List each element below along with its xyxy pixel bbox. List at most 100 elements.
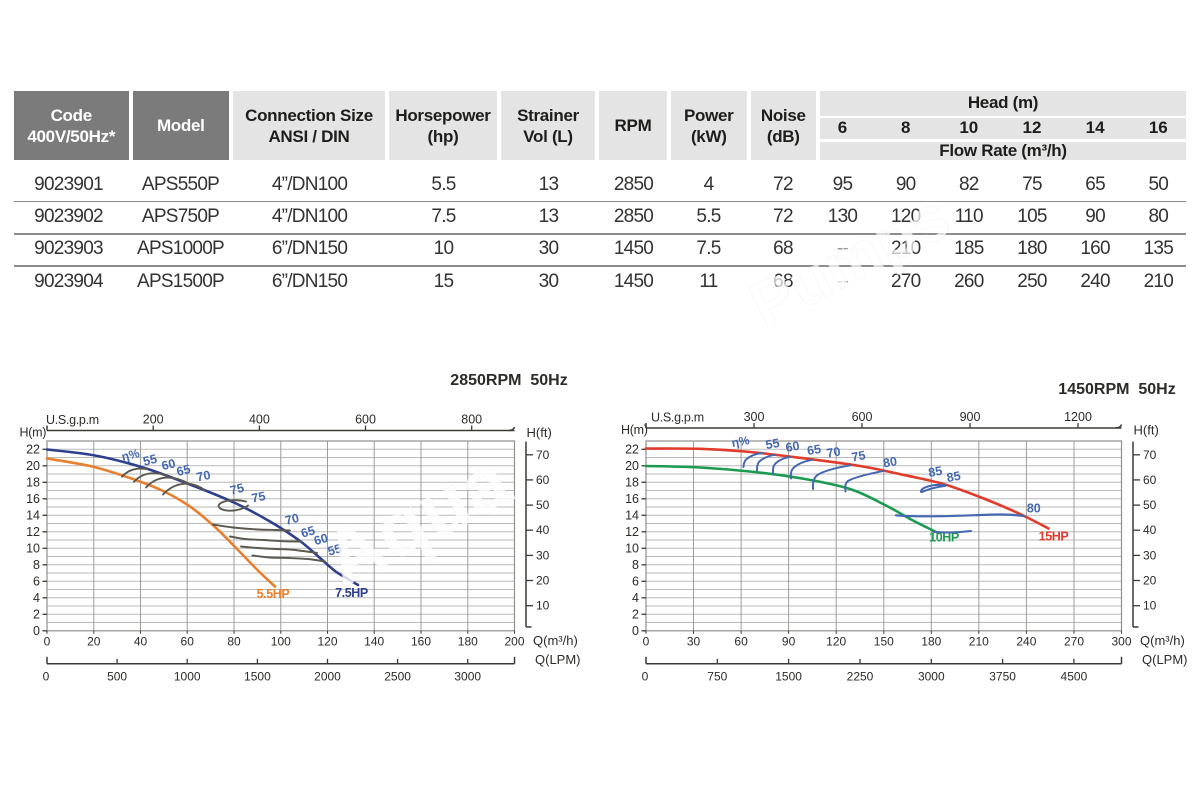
svg-text:U.S.g.p.m: U.S.g.p.m bbox=[651, 411, 704, 425]
svg-text:6: 6 bbox=[632, 574, 639, 588]
svg-text:150: 150 bbox=[874, 634, 894, 648]
svg-text:22: 22 bbox=[625, 442, 639, 456]
svg-text:1500: 1500 bbox=[775, 669, 802, 683]
svg-text:70: 70 bbox=[825, 444, 841, 460]
svg-text:85: 85 bbox=[927, 464, 943, 480]
svg-text:300: 300 bbox=[744, 410, 765, 424]
svg-text:0: 0 bbox=[43, 669, 50, 683]
svg-text:750: 750 bbox=[707, 669, 727, 683]
svg-text:140: 140 bbox=[364, 634, 384, 648]
svg-text:H(ft): H(ft) bbox=[1134, 423, 1159, 438]
svg-text:500: 500 bbox=[107, 669, 127, 683]
svg-text:16: 16 bbox=[625, 492, 639, 506]
svg-text:2000: 2000 bbox=[314, 669, 341, 683]
svg-text:400: 400 bbox=[249, 413, 270, 427]
svg-text:0: 0 bbox=[44, 634, 51, 648]
svg-text:20: 20 bbox=[87, 634, 101, 648]
svg-text:40: 40 bbox=[536, 523, 550, 537]
svg-text:600: 600 bbox=[355, 413, 376, 427]
svg-text:70: 70 bbox=[1143, 448, 1157, 462]
svg-text:800: 800 bbox=[461, 413, 482, 427]
svg-text:50: 50 bbox=[536, 498, 550, 512]
svg-text:0: 0 bbox=[33, 624, 40, 638]
svg-text:200: 200 bbox=[143, 413, 164, 427]
svg-text:10HP: 10HP bbox=[929, 531, 959, 545]
svg-text:65: 65 bbox=[299, 523, 316, 540]
svg-text:20: 20 bbox=[1143, 574, 1157, 588]
svg-text:75: 75 bbox=[850, 448, 866, 464]
svg-text:60: 60 bbox=[160, 456, 177, 473]
svg-text:H(m): H(m) bbox=[20, 426, 47, 440]
svg-text:0: 0 bbox=[642, 669, 649, 683]
svg-text:900: 900 bbox=[960, 410, 981, 424]
svg-text:12: 12 bbox=[625, 525, 639, 539]
svg-text:4: 4 bbox=[632, 591, 639, 605]
svg-text:Q(m³/h): Q(m³/h) bbox=[533, 633, 578, 648]
svg-text:η%: η% bbox=[730, 433, 750, 450]
svg-text:75: 75 bbox=[250, 489, 267, 506]
svg-text:80: 80 bbox=[882, 454, 898, 470]
svg-text:3000: 3000 bbox=[454, 669, 481, 683]
svg-text:1200: 1200 bbox=[1064, 410, 1092, 424]
svg-text:120: 120 bbox=[826, 634, 846, 648]
svg-text:100: 100 bbox=[271, 634, 291, 648]
svg-text:60: 60 bbox=[1143, 473, 1157, 487]
svg-text:10: 10 bbox=[625, 541, 639, 555]
svg-text:22: 22 bbox=[26, 442, 40, 456]
svg-text:90: 90 bbox=[782, 634, 796, 648]
svg-text:1000: 1000 bbox=[174, 669, 201, 683]
svg-text:20: 20 bbox=[536, 574, 550, 588]
svg-text:0: 0 bbox=[643, 634, 650, 648]
svg-text:70: 70 bbox=[536, 448, 550, 462]
svg-text:300: 300 bbox=[1111, 634, 1131, 648]
svg-text:60: 60 bbox=[181, 634, 195, 648]
svg-text:85: 85 bbox=[946, 469, 962, 485]
svg-text:240: 240 bbox=[1016, 634, 1036, 648]
svg-text:70: 70 bbox=[195, 468, 212, 485]
svg-text:Q(LPM): Q(LPM) bbox=[535, 652, 581, 667]
svg-text:18: 18 bbox=[26, 475, 40, 489]
svg-text:10: 10 bbox=[1143, 599, 1157, 613]
svg-text:18: 18 bbox=[625, 475, 639, 489]
svg-text:5.5HP: 5.5HP bbox=[257, 587, 290, 601]
svg-text:30: 30 bbox=[687, 634, 701, 648]
svg-text:8: 8 bbox=[632, 558, 639, 572]
svg-text:40: 40 bbox=[1143, 523, 1157, 537]
svg-text:H(m): H(m) bbox=[621, 423, 648, 437]
svg-text:14: 14 bbox=[26, 508, 40, 522]
svg-text:80: 80 bbox=[1027, 501, 1041, 515]
svg-text:30: 30 bbox=[536, 548, 550, 562]
svg-text:2250: 2250 bbox=[847, 669, 874, 683]
svg-text:20: 20 bbox=[26, 459, 40, 473]
svg-text:6: 6 bbox=[33, 574, 40, 588]
svg-text:10: 10 bbox=[26, 541, 40, 555]
svg-text:4: 4 bbox=[33, 591, 40, 605]
svg-text:30: 30 bbox=[1143, 548, 1157, 562]
svg-text:14: 14 bbox=[625, 508, 639, 522]
svg-text:2: 2 bbox=[632, 607, 639, 621]
svg-text:120: 120 bbox=[317, 634, 337, 648]
svg-text:7.5HP: 7.5HP bbox=[335, 586, 368, 600]
svg-text:60: 60 bbox=[536, 473, 550, 487]
svg-text:180: 180 bbox=[921, 634, 941, 648]
svg-text:H(ft): H(ft) bbox=[527, 425, 552, 440]
svg-text:60: 60 bbox=[734, 634, 748, 648]
svg-text:3000: 3000 bbox=[918, 669, 945, 683]
svg-text:75: 75 bbox=[229, 481, 246, 498]
svg-text:10: 10 bbox=[536, 599, 550, 613]
svg-text:60: 60 bbox=[312, 531, 329, 548]
svg-text:65: 65 bbox=[806, 442, 822, 458]
svg-text:60: 60 bbox=[784, 439, 800, 455]
svg-text:40: 40 bbox=[134, 634, 148, 648]
svg-text:U.S.g.p.m: U.S.g.p.m bbox=[46, 413, 99, 427]
svg-text:15HP: 15HP bbox=[1039, 530, 1069, 544]
svg-text:1500: 1500 bbox=[244, 669, 271, 683]
svg-text:55: 55 bbox=[326, 541, 343, 558]
svg-text:12: 12 bbox=[26, 525, 40, 539]
svg-text:70: 70 bbox=[284, 511, 301, 528]
svg-text:55: 55 bbox=[142, 452, 159, 469]
svg-text:20: 20 bbox=[625, 459, 639, 473]
svg-text:270: 270 bbox=[1064, 634, 1084, 648]
svg-text:55: 55 bbox=[764, 436, 780, 452]
svg-text:180: 180 bbox=[458, 634, 478, 648]
